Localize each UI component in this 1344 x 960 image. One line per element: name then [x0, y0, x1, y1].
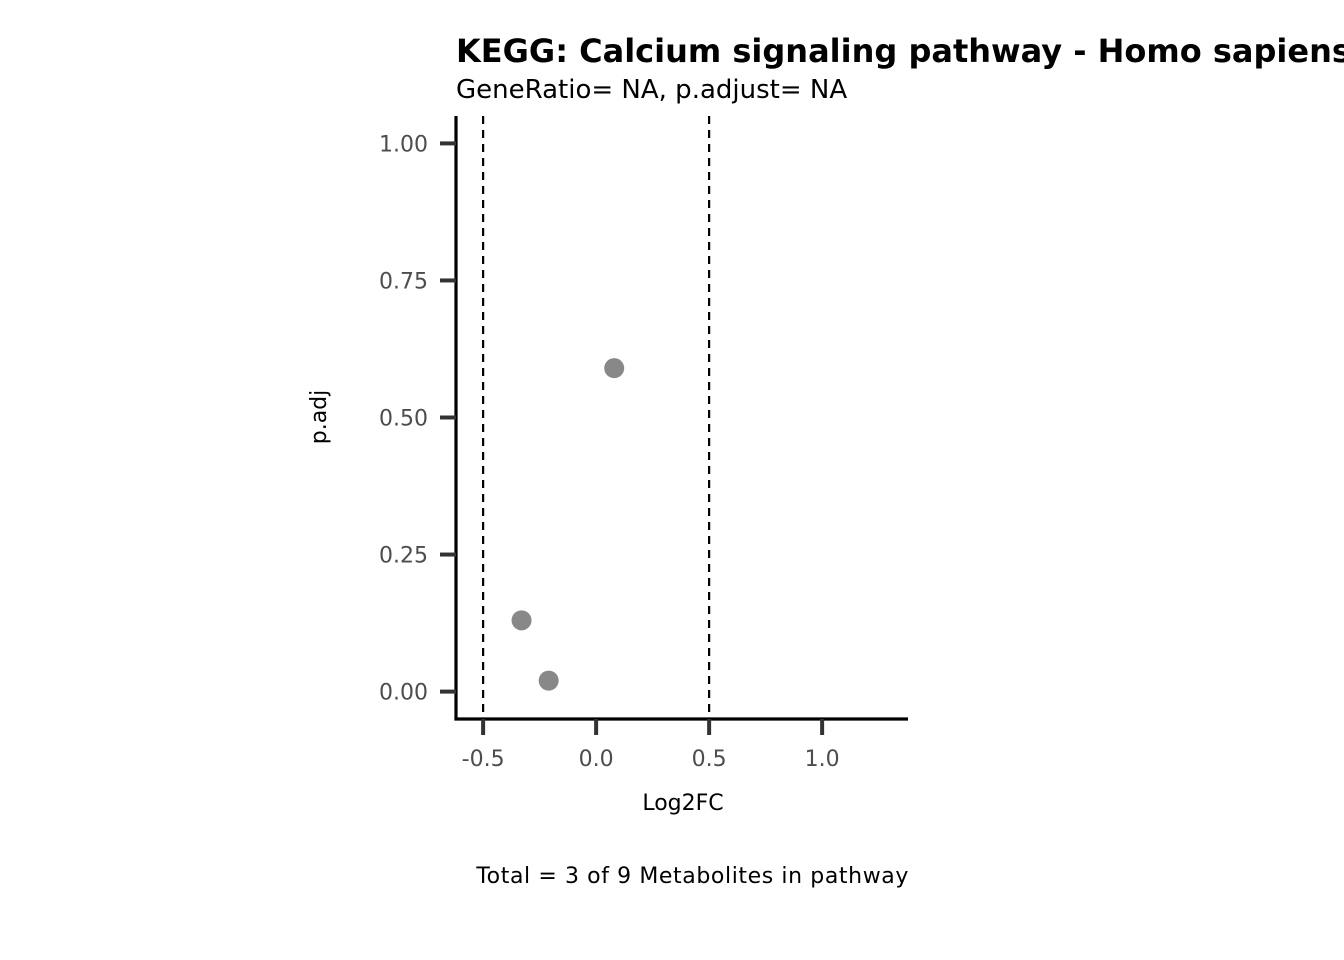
chart-caption: Total = 3 of 9 Metabolites in pathway — [475, 864, 909, 889]
y-tick-label: 0.75 — [379, 269, 428, 294]
y-tick-label: 0.50 — [379, 407, 428, 432]
data-point-2 — [538, 670, 559, 691]
x-axis-title: Log2FC — [642, 791, 723, 816]
chart-subtitle: GeneRatio= NA, p.adjust= NA — [456, 75, 847, 105]
plot-area: 0.00 0.25 0.50 0.75 1.00 -0.5 0.0 0.5 1.0 — [379, 116, 908, 772]
y-tick-label: 0.00 — [379, 681, 428, 706]
y-tick-label: 1.00 — [379, 132, 428, 157]
chart-title: KEGG: Calcium signaling pathway - Homo s… — [456, 32, 1344, 70]
y-tick-label: 0.25 — [379, 544, 428, 569]
y-axis-title: p.adj — [307, 390, 332, 445]
x-tick-label: 0.5 — [692, 747, 727, 772]
data-point-1 — [511, 610, 532, 631]
x-tick-label: -0.5 — [462, 747, 505, 772]
data-point-0 — [604, 358, 625, 379]
x-tick-label: 1.0 — [805, 747, 840, 772]
x-tick-label: 0.0 — [579, 747, 614, 772]
